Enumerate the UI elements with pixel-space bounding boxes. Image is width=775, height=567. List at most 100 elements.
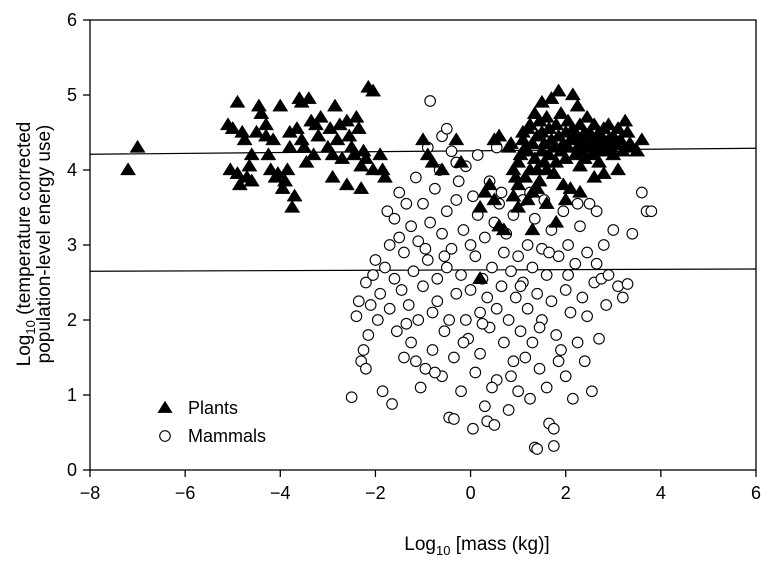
x-tick-label: 2	[561, 483, 571, 503]
plant-point	[519, 192, 536, 206]
mammal-point	[388, 212, 401, 225]
mammal-point	[471, 149, 484, 161]
plant-point	[372, 147, 389, 161]
mammal-point	[448, 351, 460, 364]
plant-point	[629, 143, 646, 157]
plant-point	[550, 83, 567, 97]
mammal-point	[469, 366, 482, 379]
mammal-point	[426, 306, 439, 319]
fit-line-plants	[89, 147, 757, 155]
svg-text:Log10 (temperature corrected: Log10 (temperature corrected	[14, 122, 38, 367]
mammal-point	[576, 291, 589, 304]
plant-point	[357, 151, 374, 164]
mammal-point	[531, 443, 544, 455]
y-tick-label: 1	[67, 385, 77, 405]
plant-point	[600, 117, 617, 131]
mammal-point	[383, 239, 396, 251]
y-tick-label: 6	[67, 10, 77, 30]
mammal-point	[495, 280, 508, 293]
mammal-point	[450, 287, 463, 300]
plant-point	[510, 199, 527, 213]
mammal-point	[600, 299, 613, 311]
mammal-point	[431, 272, 444, 285]
plant-point	[557, 192, 574, 206]
y-axis-label-line1: (temperature corrected	[14, 122, 35, 321]
plant-point	[243, 173, 260, 187]
plant-point	[341, 128, 358, 142]
plant-point	[288, 121, 305, 134]
plant-point	[510, 154, 527, 168]
plant-point	[129, 139, 146, 153]
mammal-point	[569, 257, 582, 270]
plant-point	[250, 98, 267, 112]
mammal-point	[438, 325, 451, 338]
legend-marker-mammals	[159, 430, 171, 442]
x-tick-label: −8	[80, 483, 101, 503]
mammal-point	[410, 171, 422, 184]
mammal-point	[524, 392, 536, 405]
mammal-point	[362, 329, 375, 341]
y-tick-label: 5	[67, 85, 77, 105]
mammal-point	[505, 370, 517, 383]
mammal-point	[498, 246, 510, 259]
plant-point	[453, 154, 470, 168]
mammal-point	[474, 347, 486, 360]
plant-point	[562, 181, 579, 194]
plant-point	[300, 91, 317, 104]
plant-point	[374, 162, 391, 176]
plant-point	[495, 222, 512, 236]
mammal-point	[557, 205, 570, 218]
mammal-point	[552, 355, 565, 368]
plant-point	[307, 117, 324, 131]
mammal-point	[429, 366, 441, 379]
mammal-point	[457, 224, 470, 236]
plant-point	[591, 154, 608, 168]
x-tick-label: 0	[466, 483, 476, 503]
plant-point	[633, 132, 650, 146]
mammal-point	[390, 325, 403, 338]
plant-point	[279, 162, 296, 176]
mammal-point	[533, 362, 546, 375]
plant-point	[610, 162, 627, 176]
plant-point	[334, 151, 351, 164]
mammal-point	[498, 336, 510, 349]
plant-point	[338, 177, 355, 191]
plant-point	[434, 162, 451, 176]
plant-point	[505, 188, 522, 202]
mammal-point	[407, 265, 420, 278]
plant-point	[248, 124, 265, 138]
plant-point	[526, 151, 543, 164]
mammal-point	[562, 239, 574, 251]
mammal-point	[405, 336, 417, 349]
mammal-point	[593, 332, 605, 345]
mammal-point	[369, 254, 382, 266]
plant-point	[324, 169, 341, 183]
plant-point	[310, 128, 327, 142]
plant-point	[327, 98, 343, 112]
mammal-point	[412, 235, 425, 248]
plant-point	[243, 147, 260, 161]
mammal-point	[478, 231, 491, 244]
mammal-point	[521, 239, 534, 251]
plant-point	[296, 139, 313, 153]
mammal-point	[419, 242, 432, 255]
plant-point	[376, 169, 393, 183]
mammal-point	[559, 284, 572, 296]
plant-point	[491, 128, 508, 142]
mammal-point	[509, 291, 522, 304]
plant-point	[571, 158, 588, 172]
x-axis-label: Log10 [mass (kg)]	[404, 534, 549, 558]
plant-point	[284, 199, 301, 213]
mammal-point	[531, 287, 544, 300]
plant-point	[529, 181, 546, 194]
axes: −8 −6 −4 −2 0 2 4 6 0 1 2 3 4 5 6	[67, 10, 761, 503]
mammal-point	[512, 250, 524, 263]
plant-point	[253, 106, 270, 119]
mammal-point	[414, 381, 427, 394]
legend: Plants Mammals	[157, 398, 266, 446]
mammal-point	[443, 314, 456, 326]
plant-point	[236, 132, 253, 146]
mammal-point	[495, 186, 508, 199]
mammal-point	[410, 355, 422, 368]
